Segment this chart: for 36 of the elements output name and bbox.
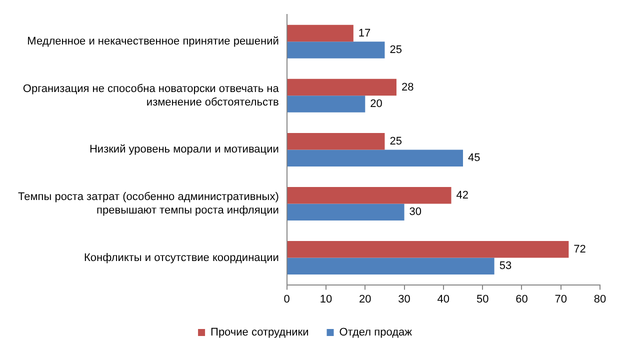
data-label: 25: [390, 135, 402, 148]
data-label: 25: [390, 44, 402, 56]
bar: [287, 150, 464, 166]
y-tick-label: Темпы роста затрат (особенно административных) превышают темпы роста инфляции: [18, 191, 279, 216]
data-label: 53: [499, 260, 512, 272]
y-tick-label: Организация не способна новаторски отвечать на изменение обстоятельств: [22, 83, 280, 108]
x-tick-label: 20: [359, 293, 372, 306]
bar: [287, 78, 396, 96]
bar: [287, 258, 494, 275]
bar: [287, 24, 354, 42]
y-tick-label: Низкий уровень морали и мотивации: [89, 144, 279, 156]
data-label: 28: [401, 81, 414, 94]
data-label: 42: [456, 189, 469, 202]
x-tick-label: 80: [594, 293, 606, 306]
legend-label: Отдел продаж: [339, 326, 413, 339]
data-label: 17: [358, 27, 371, 40]
legend-label: Прочие сотрудники: [210, 326, 309, 339]
x-tick-label: 10: [320, 293, 332, 306]
bar: [287, 204, 404, 220]
x-tick-label: 40: [437, 293, 450, 306]
bar: [287, 96, 366, 112]
x-tick-label: 60: [516, 293, 528, 306]
x-tick-label: 0: [284, 293, 290, 306]
y-tick-label: Медленное и некачественное принятие решений: [27, 36, 279, 48]
bar: [287, 132, 385, 150]
y-tick-label: Конфликты и отсутствие координации: [84, 252, 279, 264]
data-label: 20: [370, 98, 382, 110]
data-label: 72: [574, 243, 586, 256]
data-label: 30: [409, 206, 422, 218]
x-tick-label: 50: [476, 293, 489, 306]
x-tick-label: 30: [398, 293, 410, 306]
bar: [287, 186, 452, 204]
bar: [287, 42, 385, 58]
x-tick-label: 70: [554, 293, 567, 306]
bar: [287, 241, 569, 258]
data-label: 45: [468, 152, 480, 164]
